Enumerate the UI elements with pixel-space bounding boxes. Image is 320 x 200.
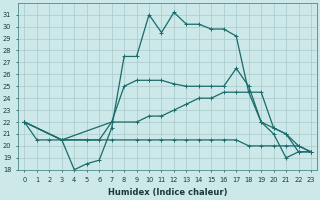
X-axis label: Humidex (Indice chaleur): Humidex (Indice chaleur) [108, 188, 228, 197]
